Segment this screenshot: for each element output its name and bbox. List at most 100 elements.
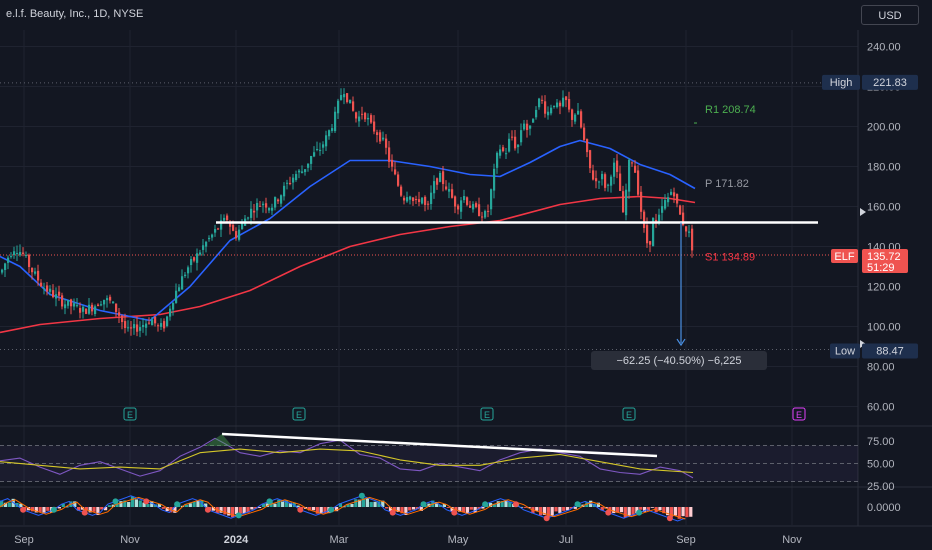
low-label-box [830, 343, 860, 359]
macd-histogram-bar [46, 507, 50, 511]
macd-histogram-bar [377, 501, 381, 507]
macd-histogram-bar [616, 507, 620, 513]
candle-body [109, 296, 112, 301]
high-label: High [830, 77, 853, 89]
macd-histogram-bar [458, 507, 462, 512]
candle-body [178, 287, 181, 292]
candle-body [673, 192, 676, 197]
macd-histogram-bar [192, 501, 196, 507]
candle-body [616, 160, 619, 172]
candle-body [172, 302, 175, 310]
candle-body [16, 252, 19, 254]
time-tick-label: Mar [330, 534, 349, 546]
time-tick-label: Jul [559, 534, 573, 546]
last-price-box [862, 249, 908, 273]
macd-cross-dot [297, 506, 304, 513]
macd-histogram-bar [554, 507, 558, 512]
low-label: Low [835, 346, 855, 358]
currency-button[interactable]: USD [861, 5, 919, 25]
macd-histogram-bar [334, 507, 339, 512]
candle-body [34, 271, 37, 274]
macd-histogram-bar [311, 507, 316, 511]
macd-histogram-bar [42, 507, 46, 513]
macd-histogram-bar [26, 507, 31, 511]
macd-histogram-bar [650, 507, 654, 508]
candle-body [439, 172, 442, 182]
price-axis[interactable]: 240.00220.00200.00180.00160.00140.00120.… [867, 42, 901, 414]
candle-body [451, 189, 454, 198]
candle-body [373, 121, 376, 132]
macd-histogram-bar [658, 507, 662, 511]
macd-histogram-bar [196, 500, 200, 507]
measure-arrow-icon [676, 338, 686, 347]
macd-histogram-bar [469, 507, 473, 510]
macd-histogram-bar [188, 503, 192, 507]
time-tick-label: Sep [676, 534, 696, 546]
candle-body [376, 132, 379, 136]
candle-body [544, 101, 547, 114]
earnings-marker-label: E [484, 410, 490, 420]
candle-body [679, 205, 682, 215]
candle-body [13, 251, 16, 256]
candle-body [364, 112, 367, 120]
macd-histogram-bar [296, 505, 300, 507]
macd-histogram-bar [319, 507, 323, 514]
macd-histogram-bar [562, 507, 566, 511]
macd-histogram-bar [496, 501, 500, 507]
candle-body [121, 315, 124, 323]
candle-body [604, 174, 607, 188]
macd-histogram-bar [396, 507, 400, 512]
candle-body [238, 229, 241, 240]
candle-body [283, 185, 286, 197]
candle-body [313, 152, 316, 157]
candle-body [526, 123, 529, 131]
candle-body [19, 252, 22, 256]
candles[interactable] [1, 88, 694, 338]
candle-body [412, 197, 415, 202]
candle-body [538, 98, 541, 108]
macd-histogram-bar [673, 507, 677, 516]
candle-body [139, 327, 142, 331]
candle-body [388, 147, 391, 162]
candle-body [229, 222, 232, 227]
candle-body [154, 316, 157, 324]
time-axis[interactable]: Sep Nov 2024 Mar May Jul Sep Nov [14, 534, 802, 546]
macd-histogram-bar [0, 500, 4, 507]
candle-body [127, 327, 130, 329]
macd-histogram-bar [242, 507, 246, 514]
candle-body [133, 324, 136, 329]
macd-histogram-bar [627, 507, 631, 517]
candle-body [64, 304, 67, 309]
macd-histogram-bar [381, 500, 385, 507]
candle-body [355, 112, 358, 119]
candle-body [595, 178, 598, 182]
candle-body [475, 203, 478, 208]
candle-body [559, 102, 562, 107]
macd-histogram-bar [373, 501, 377, 507]
price-tick-label: 100.00 [867, 322, 901, 334]
macd-histogram-bar [92, 507, 96, 512]
candle-body [100, 304, 103, 306]
candle-body [235, 231, 238, 239]
candle-body [331, 128, 334, 131]
macd-histogram-bar [284, 500, 289, 507]
candle-body [157, 325, 160, 327]
candle-body [256, 202, 259, 211]
macd-histogram-bar [234, 507, 239, 515]
macd-histogram-bar [465, 507, 470, 514]
macd-histogram-bar [354, 499, 358, 507]
macd-histogram-bar [446, 507, 450, 508]
candle-body [664, 200, 667, 209]
candle-body [82, 306, 85, 312]
candle-body [1, 269, 4, 273]
candle-body [307, 163, 310, 168]
candle-body [565, 96, 568, 101]
macd-histogram-bar [61, 503, 65, 507]
candle-body [505, 153, 508, 155]
candle-body [415, 199, 418, 201]
macd-histogram-bar [173, 507, 177, 513]
candle-body [271, 207, 274, 211]
candle-body [613, 162, 616, 177]
macd-histogram-bar [500, 501, 504, 507]
